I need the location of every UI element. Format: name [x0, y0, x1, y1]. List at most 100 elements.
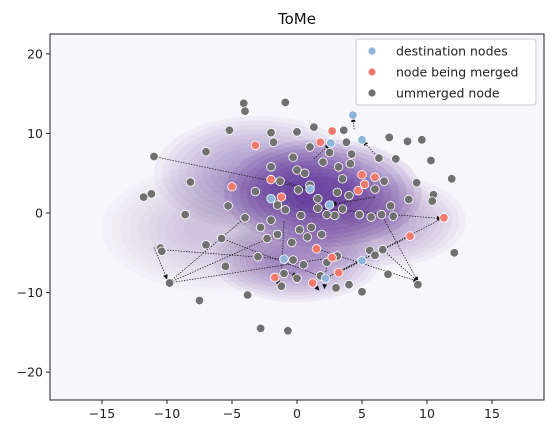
- unmerged-node-point: [449, 248, 460, 258]
- unmerged-node-point: [292, 165, 302, 175]
- merge-arrow: [313, 144, 330, 160]
- unmerged-node-point: [384, 132, 395, 143]
- merge-arrow: [167, 234, 278, 284]
- unmerged-node-point: [262, 233, 272, 244]
- legend: destination nodes node being merged ummerg…: [355, 38, 537, 106]
- unmerged-node-point: [238, 98, 249, 108]
- unmerged-node-point: [404, 194, 414, 205]
- merged-node-point: [250, 140, 261, 151]
- unmerged-node-point: [357, 287, 367, 297]
- merged-node-point: [439, 213, 449, 223]
- unmerged-node-point: [305, 142, 315, 152]
- merge-arrow: [322, 262, 328, 290]
- unmerged-node-point: [411, 178, 422, 188]
- unmerged-node-point: [287, 237, 297, 248]
- unmerged-node-point: [388, 211, 398, 221]
- x-axis: −15 −10 −5 0 5 10 15: [89, 400, 500, 421]
- merge-arrow: [221, 238, 327, 279]
- unmerged-node-point: [268, 137, 279, 147]
- merge-arrow: [317, 207, 442, 221]
- unmerged-node-point: [255, 222, 266, 233]
- legend-marker: [368, 47, 376, 55]
- unmerged-node-point: [344, 190, 354, 201]
- unmerged-node-point: [194, 295, 205, 306]
- x-tick-label: 15: [484, 406, 500, 421]
- merged-node-point: [307, 278, 318, 288]
- unmerged-node-point: [331, 283, 341, 293]
- unmerged-node-point: [276, 281, 287, 291]
- unmerged-node-point: [266, 127, 276, 138]
- unmerged-node-point: [157, 246, 167, 256]
- merge-arrow: [325, 217, 445, 279]
- unmerged-node-point: [224, 125, 235, 135]
- merged-node-point: [359, 179, 370, 190]
- unmerged-node-point: [240, 106, 250, 116]
- x-tick-label: −5: [223, 406, 241, 421]
- merge-arrow: [331, 196, 376, 206]
- unmerged-node-point: [370, 184, 380, 194]
- unmerged-node-point: [402, 136, 413, 147]
- unmerged-node-point: [413, 279, 423, 290]
- unmerged-node-point: [313, 203, 323, 213]
- unmerged-node-point: [302, 232, 313, 242]
- y-tick-label: 0: [35, 206, 43, 221]
- density-contour: [239, 147, 407, 239]
- merged-node-point: [370, 172, 380, 182]
- legend-label: ummerged node: [396, 86, 500, 101]
- unmerged-node-point: [337, 204, 348, 214]
- unmerged-node-point: [283, 326, 293, 336]
- unmerged-node-point: [330, 210, 340, 221]
- merge-arrow: [153, 247, 168, 280]
- unmerged-node-point: [426, 155, 436, 166]
- unmerged-node-point: [391, 154, 401, 164]
- unmerged-node-point: [370, 250, 380, 260]
- unmerged-node-point: [149, 151, 159, 162]
- unmerged-node-point: [366, 212, 376, 222]
- chart-title: ToMe: [277, 10, 316, 28]
- unmerged-node-point: [292, 127, 302, 137]
- unmerged-node-point: [279, 268, 289, 279]
- unmerged-node-point: [280, 97, 291, 108]
- unmerged-node-point: [223, 201, 233, 211]
- merged-node-point: [327, 126, 337, 136]
- unmerged-node-point: [300, 168, 310, 178]
- unmerged-node-point: [296, 210, 306, 221]
- unmerged-node-point: [346, 149, 357, 159]
- unmerged-node-point: [146, 189, 157, 199]
- legend-box: [355, 38, 537, 106]
- unmerged-node-point: [339, 125, 349, 135]
- merged-node-point: [333, 267, 344, 278]
- destination-node-point: [279, 254, 289, 264]
- merged-node-point: [327, 252, 337, 263]
- destination-node-point: [305, 184, 315, 194]
- destination-node-point: [266, 193, 276, 204]
- destination-node-point: [320, 273, 331, 283]
- unmerged-node-point: [280, 205, 291, 215]
- unmerged-node-point: [341, 137, 352, 147]
- destination-node-point: [357, 256, 367, 266]
- unmerged-node-point: [332, 187, 343, 198]
- unmerged-node-point: [306, 222, 317, 233]
- unmerged-node-point: [378, 244, 388, 255]
- y-tick-label: −20: [17, 365, 43, 380]
- unmerged-node-point: [313, 193, 323, 204]
- merge-arrow: [350, 117, 356, 130]
- unmerged-node-point: [447, 174, 457, 184]
- unmerged-node-point: [427, 196, 437, 206]
- unmerged-node-point: [337, 174, 348, 184]
- unmerged-node-point: [379, 176, 389, 186]
- destination-node-point: [324, 200, 335, 210]
- x-tick-label: 5: [358, 406, 366, 421]
- unmerged-node-point: [288, 152, 298, 163]
- unmerged-node-point: [185, 177, 196, 187]
- legend-marker: [368, 89, 376, 97]
- x-tick-label: 10: [419, 406, 435, 421]
- legend-label: node being merged: [396, 65, 518, 80]
- unmerged-node-point: [275, 176, 285, 186]
- destination-node-point: [357, 135, 367, 145]
- legend-label: destination nodes: [396, 44, 508, 59]
- unmerged-node-point: [309, 122, 319, 132]
- unmerged-node-point: [333, 162, 344, 172]
- merged-node-point: [405, 231, 415, 241]
